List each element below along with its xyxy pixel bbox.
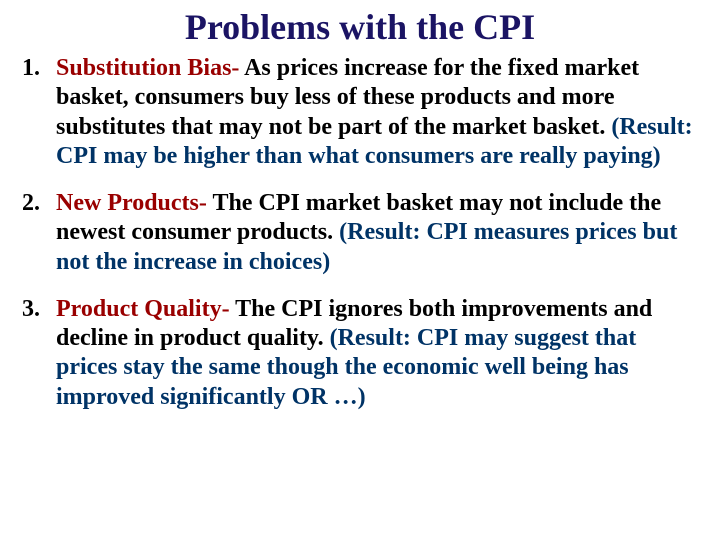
slide-title: Problems with the CPI <box>22 6 698 48</box>
item-number: 2. <box>22 189 56 277</box>
item-body: Substitution Bias- As prices increase fo… <box>56 54 698 171</box>
item-term: New Products- <box>56 190 212 216</box>
list-item: 3. Product Quality- The CPI ignores both… <box>22 295 698 412</box>
list-item: 1. Substitution Bias- As prices increase… <box>22 54 698 171</box>
problems-list: 1. Substitution Bias- As prices increase… <box>22 54 698 412</box>
item-term: Product Quality- <box>56 296 235 322</box>
item-number: 3. <box>22 295 56 412</box>
item-body: New Products- The CPI market basket may … <box>56 189 698 277</box>
item-number: 1. <box>22 54 56 171</box>
item-body: Product Quality- The CPI ignores both im… <box>56 295 698 412</box>
item-term: Substitution Bias- <box>56 55 244 81</box>
list-item: 2. New Products- The CPI market basket m… <box>22 189 698 277</box>
